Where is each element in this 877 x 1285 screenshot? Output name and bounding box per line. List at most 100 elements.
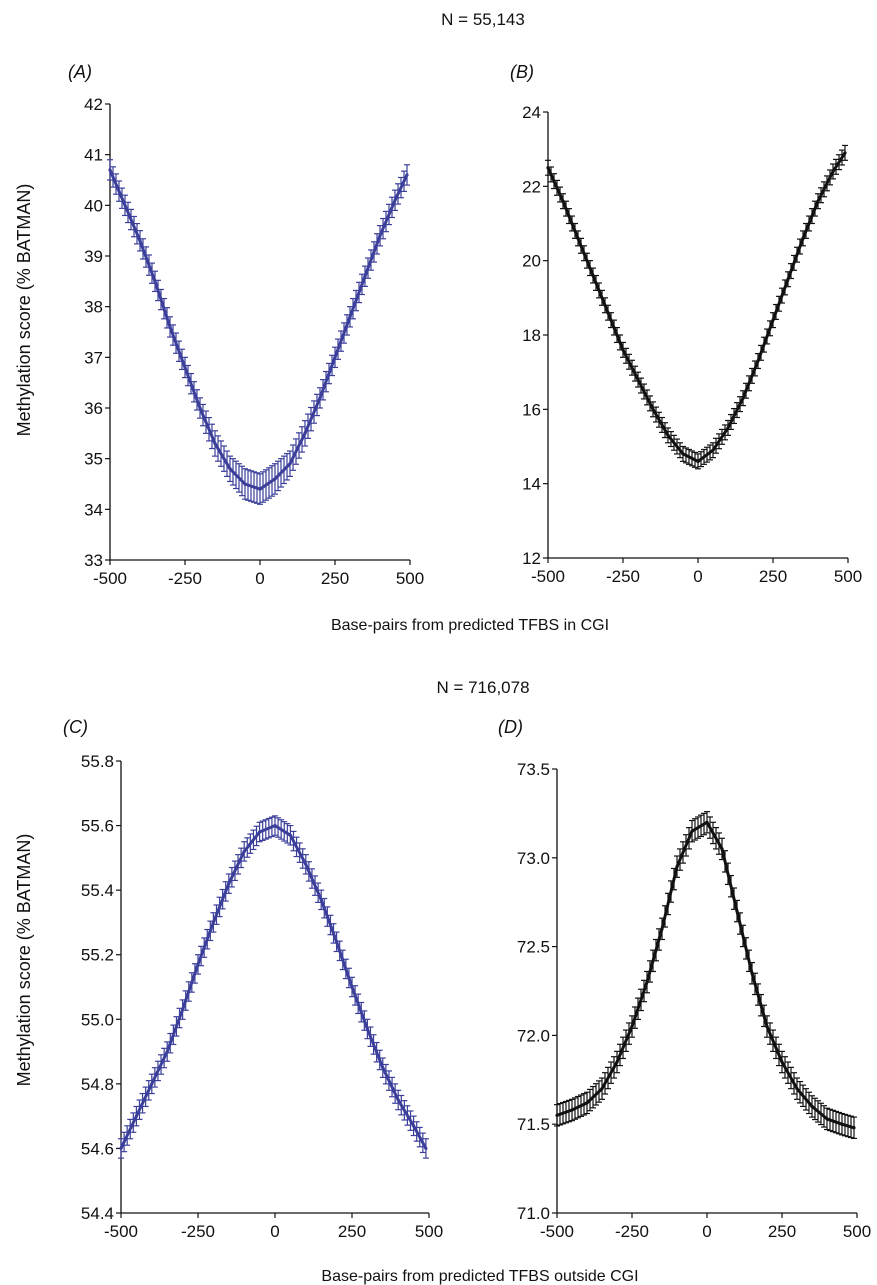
data-point <box>786 277 790 281</box>
data-point <box>840 1122 844 1126</box>
data-point <box>555 1113 559 1117</box>
y-tick-label: 37 <box>84 348 103 367</box>
x-tick-label: 500 <box>843 1222 871 1241</box>
y-tick-label: 71.0 <box>517 1204 550 1223</box>
x-tick-label: 250 <box>338 1222 366 1241</box>
data-point <box>825 1117 829 1121</box>
data-point <box>150 1082 154 1086</box>
x-tick-label: -250 <box>606 567 640 586</box>
x-tick-label: 500 <box>415 1222 443 1241</box>
y-tick-label: 55.2 <box>81 946 114 965</box>
panel-a: (A) 33 34 35 36 37 38 39 40 41 42 -500 -250 0 250 500 <box>68 62 424 588</box>
data-point <box>412 1124 416 1128</box>
data-point <box>378 234 382 238</box>
data-point <box>381 1066 385 1070</box>
data-point <box>801 236 805 240</box>
data-point <box>696 459 700 463</box>
data-point <box>168 325 172 329</box>
data-point <box>424 1146 428 1151</box>
y-tick-label: 24 <box>522 103 541 122</box>
x-tick-label: -250 <box>615 1222 649 1241</box>
panel-label: (D) <box>498 717 523 737</box>
data-point <box>780 1060 784 1064</box>
data-point <box>546 166 550 170</box>
data-point <box>630 1024 634 1029</box>
data-point <box>227 882 231 886</box>
data-point <box>810 1104 814 1109</box>
data-point <box>335 940 339 944</box>
data-point <box>181 1008 185 1012</box>
data-point <box>711 448 715 452</box>
series-line <box>546 152 847 463</box>
x-tick-label: 250 <box>768 1222 796 1241</box>
x-tick-label: -500 <box>93 569 127 588</box>
y-tick-label: 39 <box>84 247 103 266</box>
y-tick-label: 36 <box>84 399 103 418</box>
y-tick-label: 20 <box>522 252 541 271</box>
series-line <box>108 169 409 491</box>
data-point <box>196 962 200 967</box>
data-point <box>831 169 835 174</box>
data-point <box>600 1087 604 1091</box>
data-point <box>242 849 246 854</box>
data-point <box>333 355 337 359</box>
bottom-title: N = 716,078 <box>436 678 529 697</box>
data-point <box>211 920 215 925</box>
y-tick-label: 71.5 <box>517 1115 550 1134</box>
panel-label: (B) <box>510 62 534 82</box>
y-tick-label: 55.4 <box>81 881 114 900</box>
bottom-y-axis-label: Methylation score (% BATMAN) <box>14 834 34 1087</box>
data-point <box>213 441 217 446</box>
data-point <box>258 487 262 491</box>
x-tick-label: -250 <box>168 569 202 588</box>
data-point <box>615 1060 619 1064</box>
x-tick-label: -500 <box>540 1222 574 1241</box>
data-point <box>585 1101 589 1105</box>
y-tick-label: 54.8 <box>81 1075 114 1094</box>
y-tick-label: 34 <box>84 500 103 519</box>
data-point <box>134 1114 138 1118</box>
data-point <box>795 1087 799 1091</box>
data-point <box>705 820 709 824</box>
y-tick-label: 18 <box>522 326 541 345</box>
x-tick-label: 250 <box>759 567 787 586</box>
panel-label: (A) <box>68 62 92 82</box>
data-point <box>645 980 649 984</box>
data-point <box>198 406 202 410</box>
y-tick-label: 38 <box>84 298 103 317</box>
data-point <box>108 168 112 172</box>
x-tick-label: 250 <box>321 569 349 588</box>
data-point <box>350 985 354 989</box>
y-tick-label: 55.0 <box>81 1010 114 1029</box>
data-point <box>228 467 232 471</box>
data-point <box>123 203 127 207</box>
x-tick-label: 0 <box>702 1222 711 1241</box>
y-tick-label: 72.0 <box>517 1026 550 1045</box>
data-point <box>660 927 664 931</box>
data-point <box>636 378 640 382</box>
series-line <box>119 824 428 1150</box>
data-point <box>591 273 595 278</box>
x-tick-label: -500 <box>104 1222 138 1241</box>
y-tick-label: 73.0 <box>517 849 550 868</box>
x-tick-label: 500 <box>834 567 862 586</box>
y-tick-label: 55.8 <box>81 752 114 771</box>
data-point <box>816 199 820 203</box>
data-point <box>666 433 670 437</box>
panel-d: (D) 71.0 71.5 72.0 72.5 73.0 73.5 -500 -250 0 250 5… <box>498 717 871 1241</box>
x-tick-label: 0 <box>270 1222 279 1241</box>
data-point <box>165 1049 169 1054</box>
data-point <box>396 1098 400 1102</box>
data-point <box>183 365 187 370</box>
data-point <box>651 407 655 411</box>
x-tick-label: 0 <box>255 569 264 588</box>
y-tick-label: 12 <box>522 549 541 568</box>
data-point <box>621 348 625 352</box>
data-point <box>675 865 679 869</box>
y-tick-label: 73.5 <box>517 760 550 779</box>
data-point <box>765 1024 769 1029</box>
panel-label: (C) <box>63 717 88 737</box>
data-point <box>405 173 409 177</box>
data-point <box>258 830 262 834</box>
y-tick-label: 55.6 <box>81 817 114 836</box>
